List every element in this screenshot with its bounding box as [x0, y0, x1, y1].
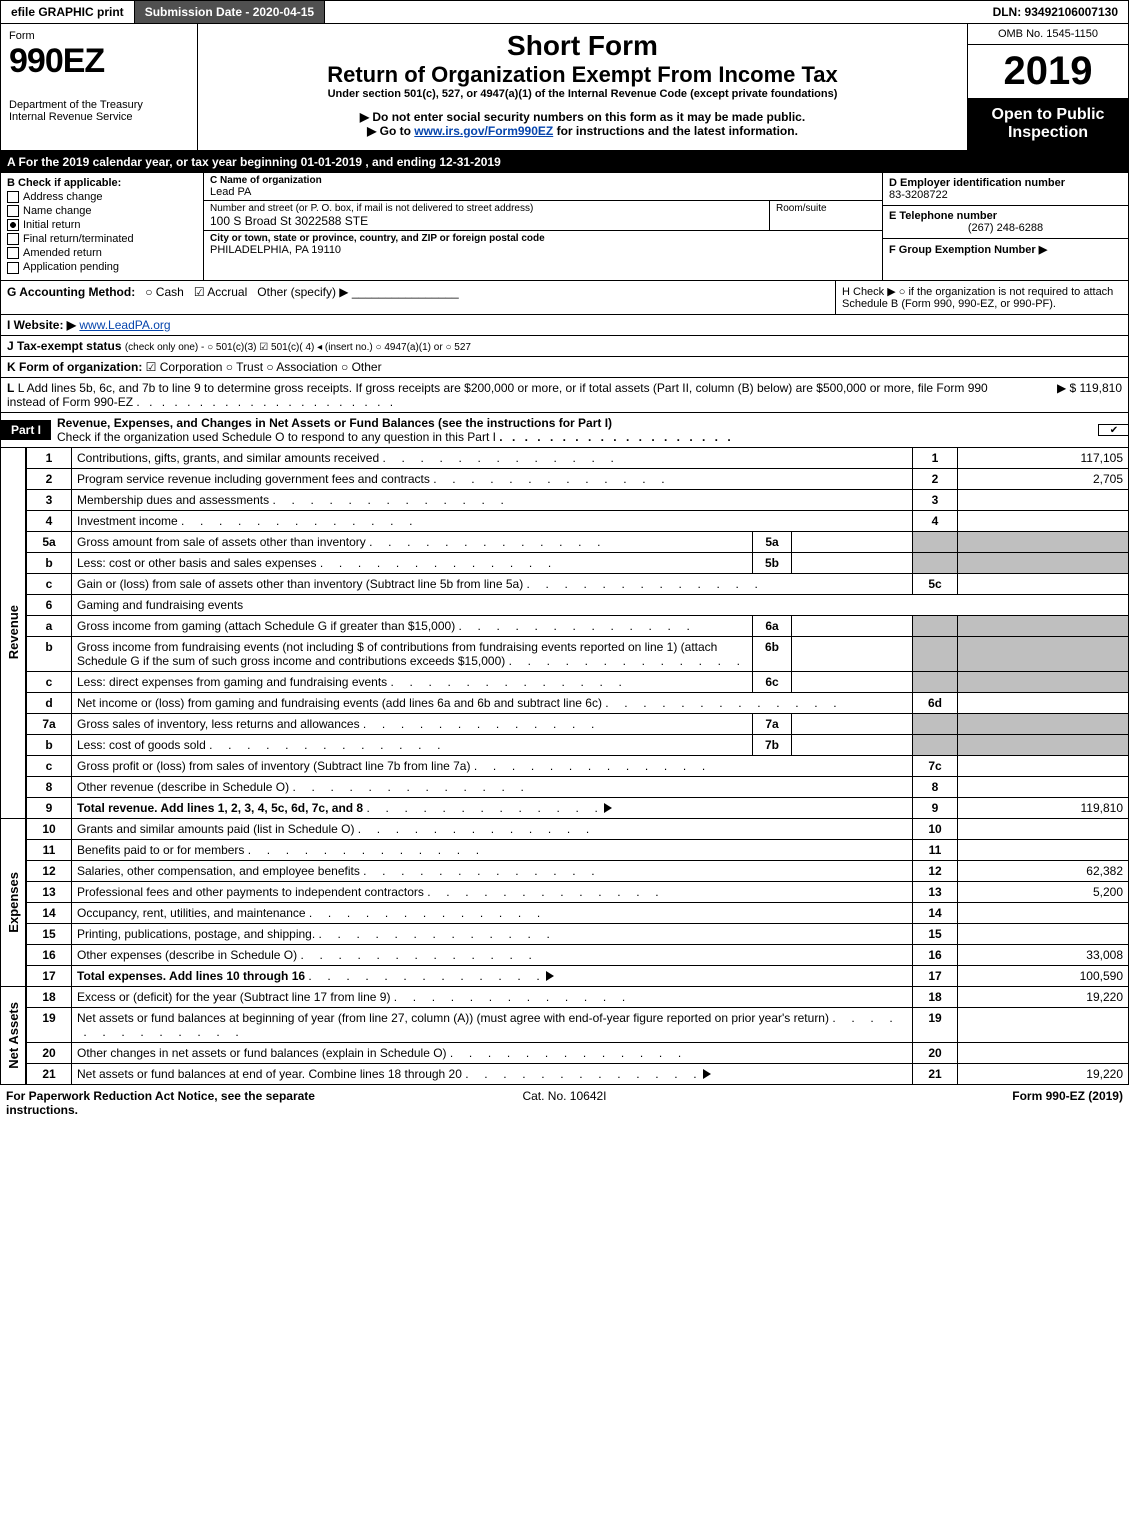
expenses-section: Expenses 10Grants and similar amounts pa… — [0, 819, 1129, 987]
line-16: 16Other expenses (describe in Schedule O… — [27, 944, 1129, 965]
i-line: I Website: ▶ www.LeadPA.org — [0, 315, 1129, 336]
line-5a: 5aGross amount from sale of assets other… — [27, 531, 1129, 552]
checkbox-application-pending: Application pending — [7, 261, 197, 273]
line-c: cGain or (loss) from sale of assets othe… — [27, 573, 1129, 594]
line-d: dNet income or (loss) from gaming and fu… — [27, 692, 1129, 713]
part-i-header: Part I — [1, 420, 51, 440]
h-line: H Check ▶ ○ if the organization is not r… — [835, 281, 1128, 314]
under-section: Under section 501(c), 527, or 4947(a)(1)… — [208, 88, 957, 100]
line-8: 8Other revenue (describe in Schedule O) … — [27, 776, 1129, 797]
dept-label: Department of the Treasury Internal Reve… — [9, 99, 189, 123]
e-label: E Telephone number — [889, 210, 1122, 222]
checkbox-final-return-terminated: Final return/terminated — [7, 233, 197, 245]
omb-number: OMB No. 1545-1150 — [968, 24, 1128, 45]
footer-right: Form 990-EZ (2019) — [751, 1089, 1123, 1117]
netassets-vlabel: Net Assets — [4, 998, 23, 1073]
line-b: bGross income from fundraising events (n… — [27, 636, 1129, 671]
checkbox-amended-return: Amended return — [7, 247, 197, 259]
line-18: 18Excess or (deficit) for the year (Subt… — [27, 987, 1129, 1008]
k-line: K Form of organization: ☑ Corporation ○ … — [0, 357, 1129, 378]
line-13: 13Professional fees and other payments t… — [27, 881, 1129, 902]
c-name-label: C Name of organization — [210, 175, 876, 186]
short-form: Short Form — [208, 30, 957, 62]
checkbox-name-change: Name change — [7, 205, 197, 217]
form-title: Return of Organization Exempt From Incom… — [208, 62, 957, 88]
form-number: 990EZ — [9, 42, 189, 81]
l-amount: ▶ $ 119,810 — [1002, 381, 1122, 409]
line-21: 21Net assets or fund balances at end of … — [27, 1063, 1129, 1084]
expenses-vlabel: Expenses — [4, 868, 23, 937]
line-b: bLess: cost of goods sold . . . . . . . … — [27, 734, 1129, 755]
g-line: G Accounting Method: ○ Cash ☑ Accrual Ot… — [1, 281, 835, 314]
org-name: Lead PA — [210, 186, 876, 198]
netassets-section: Net Assets 18Excess or (deficit) for the… — [0, 987, 1129, 1085]
website-link[interactable]: www.LeadPA.org — [79, 318, 170, 332]
efile-label: efile GRAPHIC print — [1, 1, 135, 23]
section-bc: B Check if applicable: Address change Nam… — [0, 173, 1129, 281]
col-def: D Employer identification number 83-3208… — [882, 173, 1128, 280]
col-b: B Check if applicable: Address change Nam… — [1, 173, 204, 280]
top-bar: efile GRAPHIC print Submission Date - 20… — [0, 0, 1129, 24]
room-suite-label: Room/suite — [770, 201, 882, 230]
footer-left: For Paperwork Reduction Act Notice, see … — [6, 1089, 378, 1117]
telephone: (267) 248-6288 — [889, 222, 1122, 234]
line-1: 1Contributions, gifts, grants, and simil… — [27, 448, 1129, 469]
ssn-warning: ▶ Do not enter social security numbers o… — [208, 110, 957, 124]
checkbox-address-change: Address change — [7, 191, 197, 203]
street-address: 100 S Broad St 3022588 STE — [210, 214, 763, 228]
irs-link[interactable]: www.irs.gov/Form990EZ — [414, 124, 553, 138]
calendar-row: A For the 2019 calendar year, or tax yea… — [0, 151, 1129, 173]
city-label: City or town, state or province, country… — [210, 233, 876, 244]
form-label: Form — [9, 30, 189, 42]
footer-center: Cat. No. 10642I — [378, 1089, 750, 1117]
part-i-row: Part I Revenue, Expenses, and Changes in… — [0, 413, 1129, 448]
addr-label: Number and street (or P. O. box, if mail… — [210, 203, 763, 214]
line-3: 3Membership dues and assessments . . . .… — [27, 489, 1129, 510]
line-a: aGross income from gaming (attach Schedu… — [27, 615, 1129, 636]
line-20: 20Other changes in net assets or fund ba… — [27, 1042, 1129, 1063]
d-label: D Employer identification number — [889, 177, 1122, 189]
form-header: Form 990EZ Department of the Treasury In… — [0, 24, 1129, 151]
tax-year: 2019 — [968, 45, 1128, 98]
line-b: bLess: cost or other basis and sales exp… — [27, 552, 1129, 573]
line-14: 14Occupancy, rent, utilities, and mainte… — [27, 902, 1129, 923]
l-line: L L Add lines 5b, 6c, and 7b to line 9 t… — [0, 378, 1129, 413]
open-inspection: Open to Public Inspection — [968, 98, 1128, 150]
part-i-checkbox — [1098, 424, 1129, 436]
line-15: 15Printing, publications, postage, and s… — [27, 923, 1129, 944]
line-19: 19Net assets or fund balances at beginni… — [27, 1007, 1129, 1042]
checkbox-initial-return: Initial return — [7, 219, 197, 231]
dln: DLN: 93492106007130 — [983, 1, 1128, 23]
line-4: 4Investment income . . . . . . . . . . .… — [27, 510, 1129, 531]
goto-line: ▶ Go to www.irs.gov/Form990EZ for instru… — [208, 124, 957, 138]
j-line: J Tax-exempt status (check only one) - ○… — [0, 336, 1129, 357]
revenue-vlabel: Revenue — [4, 601, 23, 663]
line-6: 6Gaming and fundraising events — [27, 594, 1129, 615]
b-header: B Check if applicable: — [7, 177, 197, 189]
line-12: 12Salaries, other compensation, and empl… — [27, 860, 1129, 881]
line-9: 9Total revenue. Add lines 1, 2, 3, 4, 5c… — [27, 797, 1129, 818]
col-c: C Name of organization Lead PA Number an… — [204, 173, 882, 280]
line-c: cLess: direct expenses from gaming and f… — [27, 671, 1129, 692]
f-label: F Group Exemption Number ▶ — [889, 243, 1122, 256]
submission-date: Submission Date - 2020-04-15 — [135, 1, 325, 23]
line-c: cGross profit or (loss) from sales of in… — [27, 755, 1129, 776]
line-11: 11Benefits paid to or for members . . . … — [27, 839, 1129, 860]
line-10: 10Grants and similar amounts paid (list … — [27, 819, 1129, 840]
city-state-zip: PHILADELPHIA, PA 19110 — [210, 244, 876, 256]
page-footer: For Paperwork Reduction Act Notice, see … — [0, 1085, 1129, 1121]
line-7a: 7aGross sales of inventory, less returns… — [27, 713, 1129, 734]
ein: 83-3208722 — [889, 189, 1122, 201]
revenue-section: Revenue 1Contributions, gifts, grants, a… — [0, 448, 1129, 819]
line-17: 17Total expenses. Add lines 10 through 1… — [27, 965, 1129, 986]
line-2: 2Program service revenue including gover… — [27, 468, 1129, 489]
